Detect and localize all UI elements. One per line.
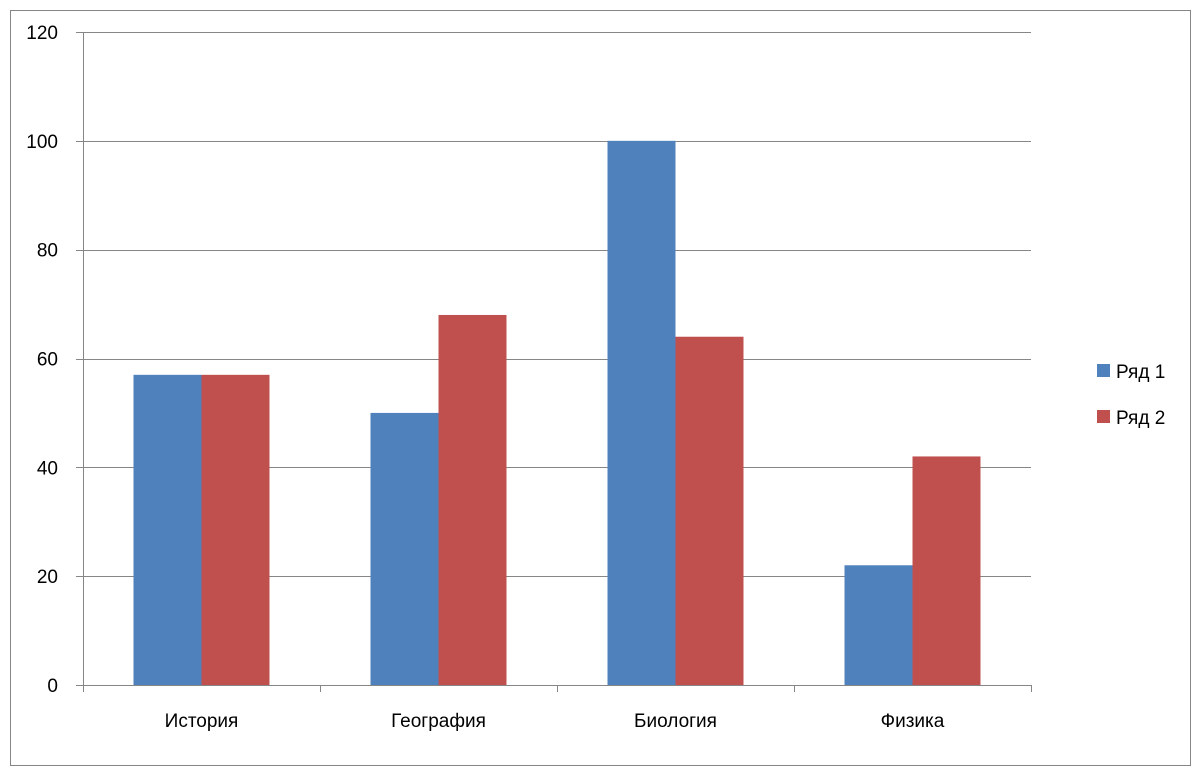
legend-swatch	[1097, 364, 1110, 377]
bar-2-3	[675, 336, 744, 685]
y-tick-label: 100	[26, 132, 58, 153]
bar-1-2	[370, 412, 439, 685]
y-tick-label: 120	[26, 23, 58, 44]
x-tick-labels: История География Биология Физика	[165, 711, 945, 732]
legend-label: Ряд 2	[1116, 408, 1165, 429]
y-tick-label: 20	[37, 567, 58, 588]
bar-2-2	[438, 314, 507, 685]
legend-label: Ряд 1	[1116, 362, 1165, 383]
y-tick-label: 40	[37, 458, 58, 479]
bar-2-4	[912, 456, 981, 685]
y-tick-label: 0	[47, 676, 58, 697]
x-tick-label: История	[165, 711, 239, 732]
legend-swatch	[1097, 410, 1110, 423]
y-tick-labels: 0 20 40 60 80 100 120	[26, 23, 58, 697]
bar-1-4	[844, 565, 913, 685]
bar-1-1	[133, 374, 202, 685]
x-tick-label: Физика	[881, 711, 945, 732]
x-tick-label: Биология	[634, 711, 717, 732]
axes	[76, 32, 1032, 692]
bar-1-3	[607, 140, 676, 686]
bars	[133, 140, 981, 686]
legend: Ряд 1 Ряд 2	[1097, 362, 1165, 429]
x-tick-label: География	[391, 711, 486, 732]
y-tick-label: 60	[37, 350, 58, 371]
y-tick-label: 80	[37, 241, 58, 262]
bar-2-1	[201, 374, 270, 685]
